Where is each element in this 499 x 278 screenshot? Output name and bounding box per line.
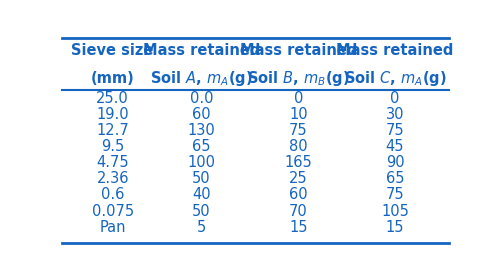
Text: 60: 60 — [289, 187, 307, 202]
Text: 65: 65 — [386, 172, 404, 187]
Text: Soil $\mathbf{\mathit{C}}$, $m_A$(g): Soil $\mathbf{\mathit{C}}$, $m_A$(g) — [344, 69, 446, 88]
Text: 9.5: 9.5 — [101, 139, 124, 154]
Text: 75: 75 — [289, 123, 307, 138]
Text: Mass retained: Mass retained — [240, 43, 357, 58]
Text: Pan: Pan — [99, 220, 126, 235]
Text: 0.0: 0.0 — [190, 91, 214, 106]
Text: Sieve size: Sieve size — [71, 43, 154, 58]
Text: 70: 70 — [289, 203, 308, 219]
Text: 75: 75 — [386, 123, 404, 138]
Text: 165: 165 — [284, 155, 312, 170]
Text: Mass retained: Mass retained — [143, 43, 260, 58]
Text: 4.75: 4.75 — [96, 155, 129, 170]
Text: 30: 30 — [386, 107, 404, 122]
Text: 50: 50 — [192, 172, 211, 187]
Text: 40: 40 — [192, 187, 211, 202]
Text: 75: 75 — [386, 187, 404, 202]
Text: 65: 65 — [192, 139, 211, 154]
Text: Soil $\mathbf{\mathit{B}}$, $m_B$(g): Soil $\mathbf{\mathit{B}}$, $m_B$(g) — [247, 69, 350, 88]
Text: 0: 0 — [390, 91, 400, 106]
Text: 60: 60 — [192, 107, 211, 122]
Text: 25.0: 25.0 — [96, 91, 129, 106]
Text: 10: 10 — [289, 107, 307, 122]
Text: 19.0: 19.0 — [96, 107, 129, 122]
Text: 15: 15 — [289, 220, 307, 235]
Text: 0: 0 — [293, 91, 303, 106]
Text: 80: 80 — [289, 139, 307, 154]
Text: 50: 50 — [192, 203, 211, 219]
Text: 130: 130 — [188, 123, 216, 138]
Text: 12.7: 12.7 — [96, 123, 129, 138]
Text: (mm): (mm) — [91, 71, 135, 86]
Text: 2.36: 2.36 — [96, 172, 129, 187]
Text: 100: 100 — [188, 155, 216, 170]
Text: 15: 15 — [386, 220, 404, 235]
Text: Mass retained: Mass retained — [336, 43, 454, 58]
Text: 5: 5 — [197, 220, 206, 235]
Text: 0.075: 0.075 — [92, 203, 134, 219]
Text: 45: 45 — [386, 139, 404, 154]
Text: 90: 90 — [386, 155, 404, 170]
Text: Soil $\mathbf{\mathit{A}}$, $m_A$(g): Soil $\mathbf{\mathit{A}}$, $m_A$(g) — [150, 69, 253, 88]
Text: 105: 105 — [381, 203, 409, 219]
Text: 25: 25 — [289, 172, 307, 187]
Text: 0.6: 0.6 — [101, 187, 124, 202]
